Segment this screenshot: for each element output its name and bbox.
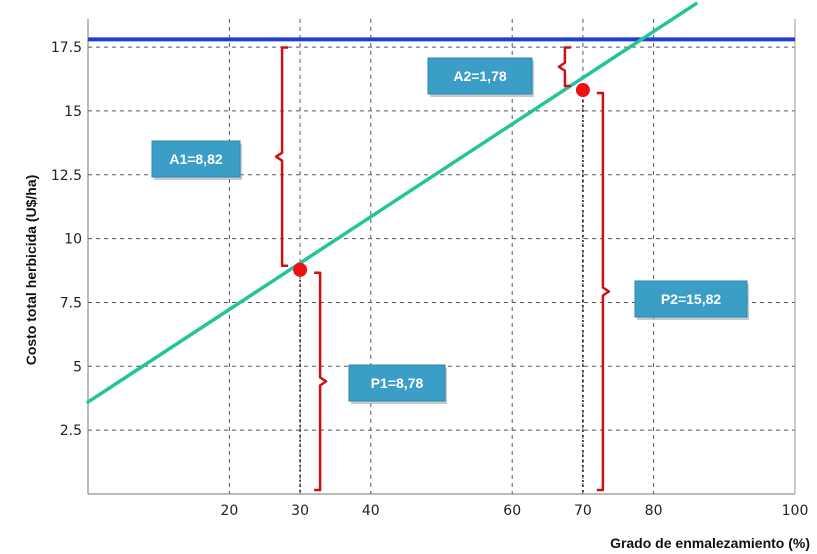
y-tick-label: 7.5 xyxy=(60,295,82,311)
y-tick-label: 2.5 xyxy=(60,423,82,439)
callout-box xyxy=(348,364,446,402)
callout-label: A2=1,78 xyxy=(453,68,507,84)
callout-box xyxy=(151,140,241,178)
brace-a2 xyxy=(557,46,571,88)
y-tick-label: 17.5 xyxy=(51,40,82,56)
series-line xyxy=(86,1,698,404)
x-tick-label: 100 xyxy=(782,503,809,519)
callout-label: A1=8,82 xyxy=(169,151,223,167)
y-tick-label: 10 xyxy=(64,232,82,248)
x-tick-label: 30 xyxy=(291,503,309,519)
x-tick-label: 40 xyxy=(362,503,380,519)
brace-p2 xyxy=(596,91,611,492)
axes xyxy=(87,19,796,495)
x-axis-title: Grado de enmalezamiento (%) xyxy=(610,535,810,551)
x-tick-label: 70 xyxy=(574,503,592,519)
x-tick-label: 60 xyxy=(503,503,521,519)
callout-box xyxy=(634,280,748,318)
y-tick-labels: 2.5 5 7.5 10 12.5 15 17.5 xyxy=(51,40,82,439)
y-tick-label: 5 xyxy=(73,359,82,375)
x-tick-labels: 20 30 40 60 70 80 100 xyxy=(220,503,808,519)
series-layer xyxy=(86,1,795,494)
y-tick-label: 15 xyxy=(64,104,82,120)
data-point xyxy=(293,262,308,277)
callout-box xyxy=(427,57,533,95)
brace-p1 xyxy=(314,271,328,492)
x-tick-label: 20 xyxy=(220,503,238,519)
y-tick-label: 12.5 xyxy=(51,168,82,184)
annotations-layer: A1=8,82 P1=8,78 A2=1,78 P2=15,82 xyxy=(151,46,749,492)
callout-p2: P2=15,82 xyxy=(634,280,749,320)
callout-label: P2=15,82 xyxy=(661,291,722,307)
brace-a1 xyxy=(274,46,289,268)
callout-label: P1=8,78 xyxy=(371,375,424,391)
callout-a1: A1=8,82 xyxy=(151,140,242,180)
callout-p1: P1=8,78 xyxy=(348,364,447,404)
y-axis-title: Costo total herbicida (U$/ha) xyxy=(23,175,39,366)
x-tick-label: 80 xyxy=(645,503,663,519)
callout-a2: A2=1,78 xyxy=(427,57,534,97)
data-point xyxy=(575,82,590,97)
